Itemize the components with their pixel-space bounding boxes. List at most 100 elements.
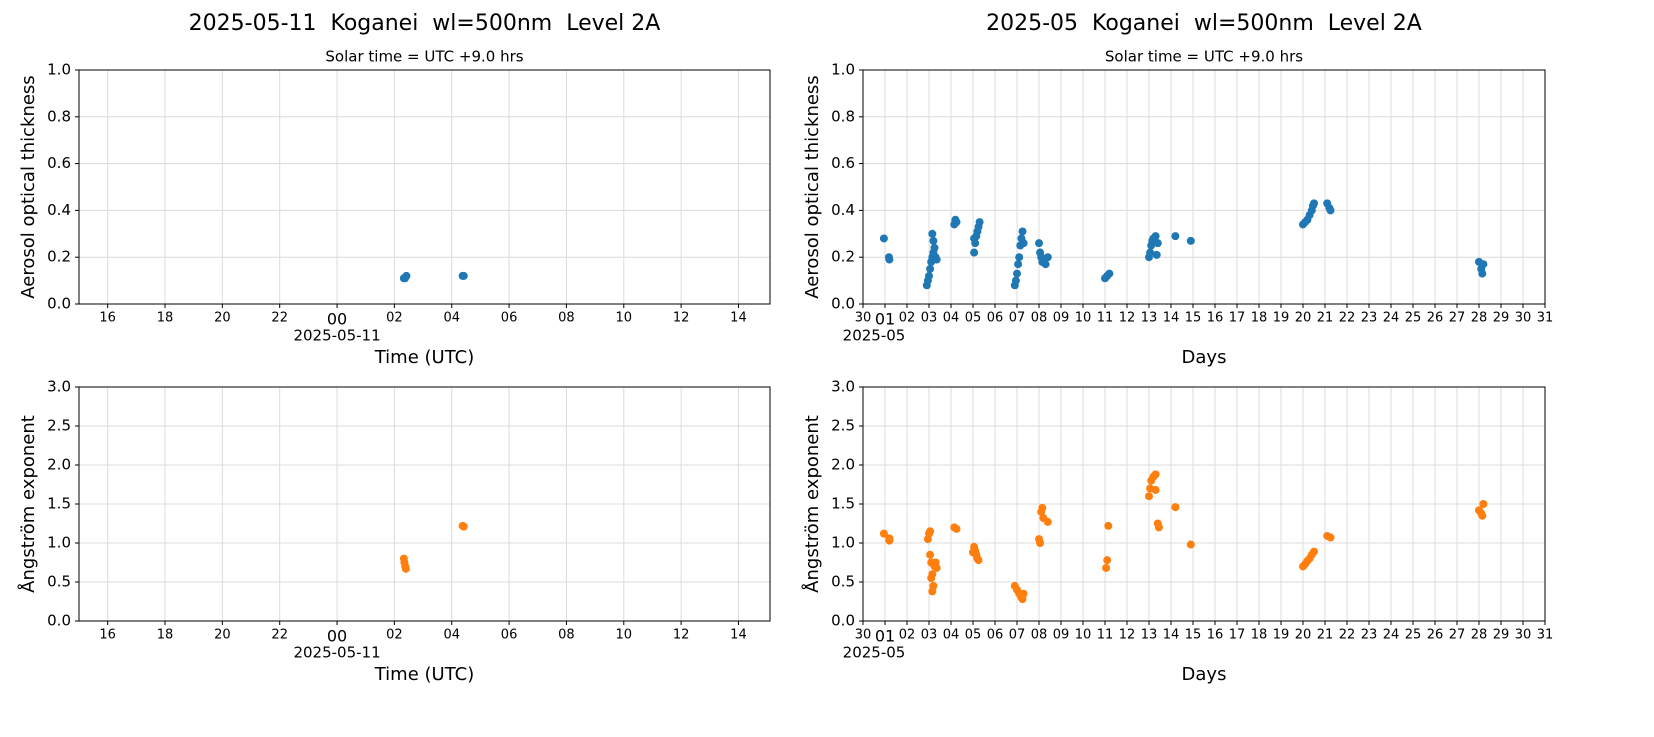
x-axis-label: Days	[1182, 347, 1227, 368]
x-tick-label: 01	[875, 627, 895, 646]
y-tick-label: 2.5	[47, 417, 71, 435]
y-tick-label: 1.5	[831, 495, 855, 513]
x-tick-label: 26	[1427, 311, 1444, 326]
x-tick-label: 12	[673, 628, 690, 643]
x-tick-label: 01	[875, 310, 895, 329]
x-tick-label: 23	[1361, 311, 1378, 326]
data-point	[1326, 533, 1335, 542]
x-tick-label: 30	[1515, 311, 1532, 326]
data-point	[1479, 500, 1488, 508]
data-point	[932, 563, 941, 572]
x-tick-label: 17	[1229, 311, 1246, 326]
x-tick-label: 13	[1141, 628, 1158, 643]
x-tick-label: 28	[1471, 311, 1488, 326]
data-point	[1310, 547, 1318, 556]
y-tick-label: 0.0	[47, 612, 71, 630]
x-tick-label: 21	[1317, 311, 1334, 326]
y-tick-label: 3.0	[831, 378, 855, 396]
x-tick-label: 07	[1009, 311, 1026, 326]
x-tick-label: 00	[327, 627, 347, 646]
data-point	[1151, 470, 1160, 479]
data-point	[879, 529, 888, 538]
x-tick-label: 04	[943, 311, 960, 326]
subtitle: Solar time = UTC +9.0 hrs	[1105, 48, 1303, 66]
x-tick-label: 20	[214, 628, 231, 643]
plot-frame	[78, 386, 771, 622]
x-tick-label: 16	[99, 311, 116, 326]
x-tick-label: 22	[1339, 311, 1356, 326]
data-point	[885, 255, 894, 264]
y-tick-label: 0.8	[831, 107, 855, 125]
x-tick-label: 28	[1471, 628, 1488, 643]
data-point	[1015, 253, 1024, 262]
x-tick-label: 27	[1449, 311, 1466, 326]
x-tick-label: 10	[1075, 311, 1092, 326]
x-tick-label: 09	[1053, 311, 1070, 326]
data-point	[929, 236, 938, 245]
x-tick-label: 03	[921, 628, 938, 643]
data-point	[930, 243, 939, 252]
x-tick-label: 29	[1493, 628, 1510, 643]
x-axis-label: Time (UTC)	[374, 347, 475, 368]
x-tick-label: 08	[558, 311, 575, 326]
x-tick-label: 20	[1295, 628, 1312, 643]
x-tick-label: 04	[443, 628, 460, 643]
x-tick-label: 22	[271, 311, 288, 326]
x-tick-label: 20	[214, 311, 231, 326]
data-point	[926, 264, 935, 273]
data-point	[1035, 239, 1043, 248]
x-tick-label: 14	[730, 628, 747, 643]
x-tick-label: 15	[1185, 311, 1202, 326]
data-point	[1478, 269, 1487, 278]
x-tick-label: 08	[558, 628, 575, 643]
data-point	[1326, 206, 1335, 215]
x-tick-label: 07	[1009, 628, 1026, 643]
y-tick-label: 1.0	[47, 534, 71, 552]
x-tick-label: 18	[157, 311, 174, 326]
data-point	[885, 536, 894, 545]
x-tick-label: 03	[921, 311, 938, 326]
x-tick-label: 25	[1405, 628, 1422, 643]
x-tick-label: 16	[1207, 311, 1224, 326]
x-tick-label: 30	[855, 311, 872, 326]
data-point	[1018, 227, 1027, 236]
data-point	[969, 548, 977, 557]
data-point	[952, 524, 961, 533]
data-point	[402, 271, 411, 280]
x-date-label: 2025-05	[843, 327, 906, 345]
x-tick-label: 30	[1515, 628, 1532, 643]
x-tick-label: 29	[1493, 311, 1510, 326]
x-tick-label: 02	[386, 311, 403, 326]
data-point	[879, 234, 888, 243]
plot-frame	[78, 69, 771, 305]
chart-title: 2025-05-11 Koganei wl=500nm Level 2A	[189, 11, 661, 36]
y-tick-label: 1.0	[831, 61, 855, 79]
data-point	[1145, 492, 1153, 501]
data-point	[974, 556, 983, 565]
x-tick-label: 14	[1163, 311, 1180, 326]
data-point	[1019, 239, 1028, 248]
data-point	[1036, 539, 1045, 547]
y-tick-label: 0.4	[47, 201, 71, 219]
data-point	[459, 522, 468, 531]
data-point	[1105, 269, 1114, 278]
data-point	[1019, 589, 1028, 598]
x-tick-label: 16	[99, 628, 116, 643]
x-tick-label: 19	[1273, 311, 1290, 326]
y-tick-label: 0.2	[47, 248, 71, 266]
data-point	[401, 564, 410, 573]
x-tick-label: 10	[1075, 628, 1092, 643]
x-tick-label: 26	[1427, 628, 1444, 643]
y-tick-label: 0.5	[831, 573, 855, 591]
x-date-label: 2025-05	[843, 644, 906, 662]
data-point	[970, 234, 979, 243]
data-point	[1186, 540, 1195, 549]
x-tick-label: 17	[1229, 628, 1246, 643]
x-tick-label: 19	[1273, 628, 1290, 643]
subtitle: Solar time = UTC +9.0 hrs	[325, 48, 523, 66]
x-tick-label: 02	[386, 628, 403, 643]
x-tick-label: 04	[443, 311, 460, 326]
data-point	[1104, 521, 1113, 530]
x-tick-label: 25	[1405, 311, 1422, 326]
x-tick-label: 06	[987, 628, 1004, 643]
